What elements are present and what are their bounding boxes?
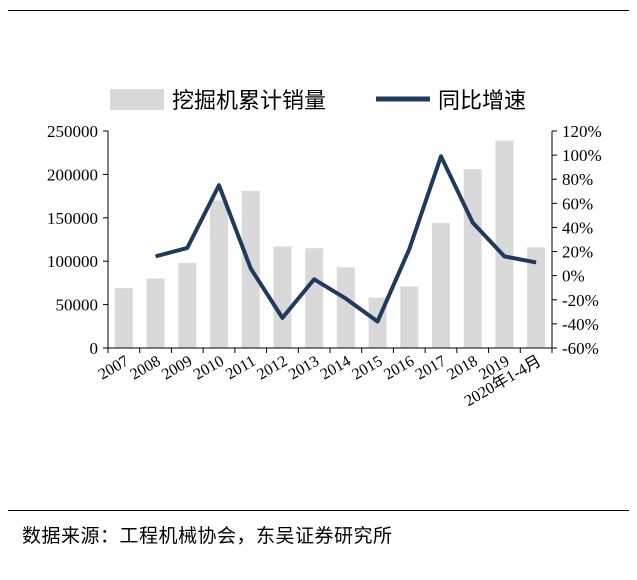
bar-2014 [336,267,355,348]
top-rule [8,10,629,11]
bar-2008 [146,278,165,348]
x-tick-label: 2012 [254,353,290,384]
x-tick-label: 2007 [96,353,132,384]
legend-swatch-bar [110,89,164,110]
y-left-tick-label: 100000 [47,252,98,271]
y-right-tick-label: 100% [562,146,602,165]
bar-2013 [305,248,324,348]
y-right-tick-label: -20% [562,291,599,310]
source-note: 数据来源：工程机械协会，东吴证券研究所 [22,525,393,547]
x-tick-labels: 2007200820092010201120122013201420152016… [96,352,544,410]
bar-2007 [114,288,133,348]
line-series [155,154,537,324]
x-tick-label: 2011 [223,353,259,383]
y-left-tick-label: 0 [90,339,99,358]
y-right-tick-label: 40% [562,218,593,237]
bar-2018 [463,169,482,348]
y-right-tick-labels: -60% -40% -20% 0% 20% 40% 60% 80% 100% 120% [562,122,602,358]
bar-2016 [400,286,419,348]
x-tick-label: 2017 [413,353,449,384]
bar-2019 [495,140,514,348]
legend-label-line: 同比增速 [438,89,526,114]
x-tick-label: 2016 [381,353,417,384]
y-right-tick-label: 80% [562,170,593,189]
bar-2017 [432,223,450,348]
y-right-tick-label: 60% [562,194,593,213]
axes [103,130,557,353]
x-tick-label: 2014 [318,353,354,384]
bar-series [114,140,546,348]
x-tick-label: 2009 [159,353,195,384]
y-left-tick-label: 200000 [47,165,98,184]
y-right-tick-label: 0% [562,267,585,286]
bar-2010 [210,200,228,348]
y-right-tick-label: 20% [562,243,593,262]
x-tick-label: 2008 [127,353,163,384]
y-left-tick-label: 150000 [47,209,98,228]
y-left-tick-labels: 0 50000 100000 150000 200000 250000 [47,122,98,358]
x-tick-label: 2013 [286,353,322,384]
x-tick-label: 2018 [445,353,481,384]
y-left-tick-label: 250000 [47,122,98,141]
y-left-tick-label: 50000 [56,296,99,315]
x-tick-label: 2010 [191,353,227,384]
chart: 挖掘机累计销量 同比增速 0 50000 100000 150000 200000 250… [47,89,602,410]
bar-2009 [178,262,197,348]
bar-2012 [273,246,292,348]
y-right-tick-label: -60% [562,339,599,358]
legend-label-bar: 挖掘机累计销量 [172,89,326,114]
y-right-tick-label: 120% [562,122,602,141]
x-tick-label: 2015 [349,353,385,384]
bottom-rule [8,510,629,511]
bar-2020年1-4月 [527,247,546,348]
y-right-tick-label: -40% [562,315,599,334]
